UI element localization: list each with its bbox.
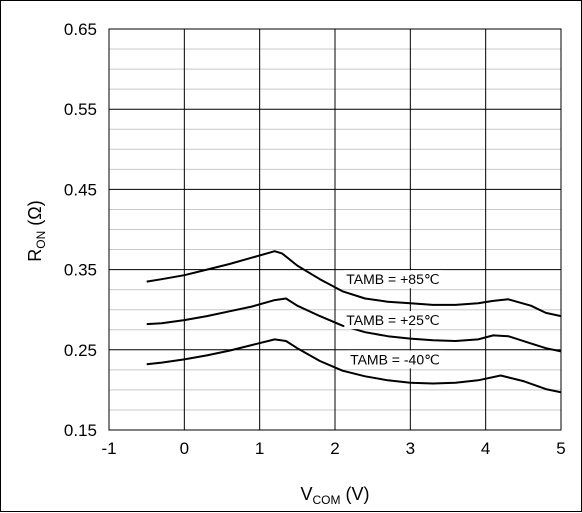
annotation-label: TAMB = +85℃ <box>346 271 439 287</box>
x-axis-title: VCOM (V) <box>300 484 369 507</box>
x-tick-label: 4 <box>481 439 490 458</box>
y-tick-label: 0.55 <box>64 100 97 119</box>
x-tick-label: 5 <box>556 439 565 458</box>
y-tick-label: 0.15 <box>64 421 97 440</box>
curve-annotation: TAMB = +85℃ <box>344 270 442 289</box>
x-tick-label: 3 <box>406 439 415 458</box>
x-tick-label: 2 <box>330 439 339 458</box>
curve-annotation: TAMB = +25℃ <box>344 311 442 330</box>
y-tick-label: 0.65 <box>64 20 97 39</box>
x-tick-label: -1 <box>101 439 116 458</box>
annotation-label: TAMB = -40℃ <box>350 351 440 367</box>
x-tick-labels: -1 0 1 2 3 4 5 <box>101 439 565 458</box>
curve-annotation: TAMB = -40℃ <box>348 350 442 369</box>
annotations: TAMB = +85℃ TAMB = +25℃ TAMB = -40℃ <box>344 270 442 369</box>
grid <box>108 28 562 431</box>
annotation-label: TAMB = +25℃ <box>346 312 439 328</box>
annotation-background <box>344 270 442 289</box>
x-tick-label: 0 <box>180 439 189 458</box>
y-tick-labels: 0.15 0.25 0.35 0.45 0.55 0.65 <box>64 20 97 440</box>
y-tick-label: 0.35 <box>64 261 97 280</box>
y-tick-label: 0.25 <box>64 341 97 360</box>
y-tick-label: 0.45 <box>64 180 97 199</box>
series-line <box>146 250 562 318</box>
x-tick-label: 1 <box>255 439 264 458</box>
annotation-background <box>348 350 442 369</box>
series-line <box>146 338 562 394</box>
annotation-background <box>344 311 442 330</box>
y-axis-title: RON (Ω) <box>25 200 48 261</box>
